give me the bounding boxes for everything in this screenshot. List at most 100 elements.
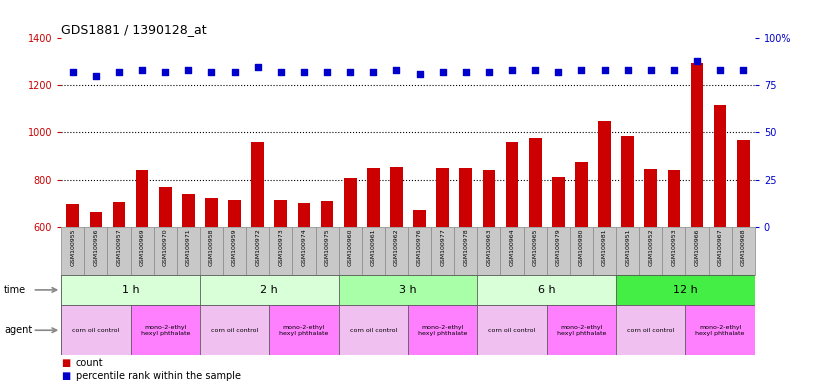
Text: GSM100970: GSM100970 [162,228,168,266]
Text: corn oil control: corn oil control [350,328,397,333]
Bar [482,170,495,227]
Bar [593,227,616,275]
Bar [200,275,339,305]
Bar [205,198,218,227]
Text: ■: ■ [61,358,70,368]
Bar [113,202,126,227]
Text: 12 h: 12 h [673,285,698,295]
Bar [455,227,477,275]
Bar [246,227,269,275]
Point [390,67,403,73]
Text: GSM100976: GSM100976 [417,228,422,266]
Text: GSM100969: GSM100969 [140,228,144,266]
Bar [524,227,547,275]
Bar [298,203,310,227]
Text: corn oil control: corn oil control [489,328,535,333]
Bar [529,138,542,227]
Bar [685,227,708,275]
Text: GSM100958: GSM100958 [209,228,214,265]
Point [251,63,264,70]
Bar [408,227,431,275]
Point [321,69,334,75]
Bar [506,142,518,227]
Bar [66,204,79,227]
Bar [500,227,524,275]
Bar [367,168,379,227]
Text: GSM100962: GSM100962 [394,228,399,266]
Bar [667,170,681,227]
Bar [316,227,339,275]
Bar [645,169,657,227]
Bar [714,106,726,227]
Text: corn oil control: corn oil control [211,328,258,333]
Text: mono-2-ethyl
hexyl phthalate: mono-2-ethyl hexyl phthalate [140,324,190,336]
Bar [732,227,755,275]
Text: GSM100967: GSM100967 [717,228,723,266]
Text: time: time [4,285,26,295]
Bar [477,227,500,275]
Bar [737,139,750,227]
Bar [385,227,408,275]
Text: GSM100951: GSM100951 [625,228,630,265]
Bar [84,227,108,275]
Point [436,69,449,75]
Text: GSM100979: GSM100979 [556,228,561,266]
Point [482,69,495,75]
Point [182,67,195,73]
Text: GSM100975: GSM100975 [325,228,330,266]
Bar [274,200,287,227]
Point [344,69,357,75]
Text: GSM100955: GSM100955 [70,228,75,265]
Point [713,67,726,73]
Bar [708,227,732,275]
Text: mono-2-ethyl
hexyl phthalate: mono-2-ethyl hexyl phthalate [695,324,745,336]
Point [135,67,149,73]
Text: GSM100981: GSM100981 [602,228,607,265]
Text: GSM100956: GSM100956 [93,228,99,265]
Bar [177,227,200,275]
Text: GSM100972: GSM100972 [255,228,260,266]
Bar [477,305,547,355]
Text: GSM100953: GSM100953 [672,228,676,266]
Text: count: count [76,358,104,368]
Bar [570,227,593,275]
Bar [339,305,408,355]
Text: GSM100964: GSM100964 [509,228,515,266]
Point [274,69,287,75]
Text: GSM100965: GSM100965 [533,228,538,265]
Bar [292,227,316,275]
Text: GSM100971: GSM100971 [186,228,191,266]
Text: GSM100978: GSM100978 [463,228,468,266]
Bar [269,227,292,275]
Point [366,69,379,75]
Point [667,67,681,73]
Bar [200,305,269,355]
Bar [616,275,755,305]
Text: GSM100968: GSM100968 [741,228,746,265]
Bar [663,227,685,275]
Text: mono-2-ethyl
hexyl phthalate: mono-2-ethyl hexyl phthalate [557,324,606,336]
Bar [547,305,616,355]
Bar [621,136,634,227]
Text: GDS1881 / 1390128_at: GDS1881 / 1390128_at [61,23,206,36]
Point [158,69,171,75]
Text: 1 h: 1 h [122,285,140,295]
Point [690,58,703,64]
Bar [459,168,472,227]
Point [737,67,750,73]
Text: 6 h: 6 h [538,285,556,295]
Bar [344,178,357,227]
Text: GSM100959: GSM100959 [232,228,237,266]
Bar [598,121,611,227]
Bar [575,162,588,227]
Bar [361,227,385,275]
Bar [182,194,195,227]
Bar [616,227,639,275]
Bar [413,210,426,227]
Point [644,67,657,73]
Bar [61,275,200,305]
Text: mono-2-ethyl
hexyl phthalate: mono-2-ethyl hexyl phthalate [279,324,329,336]
Bar [685,305,755,355]
Bar [437,168,449,227]
Bar [251,142,264,227]
